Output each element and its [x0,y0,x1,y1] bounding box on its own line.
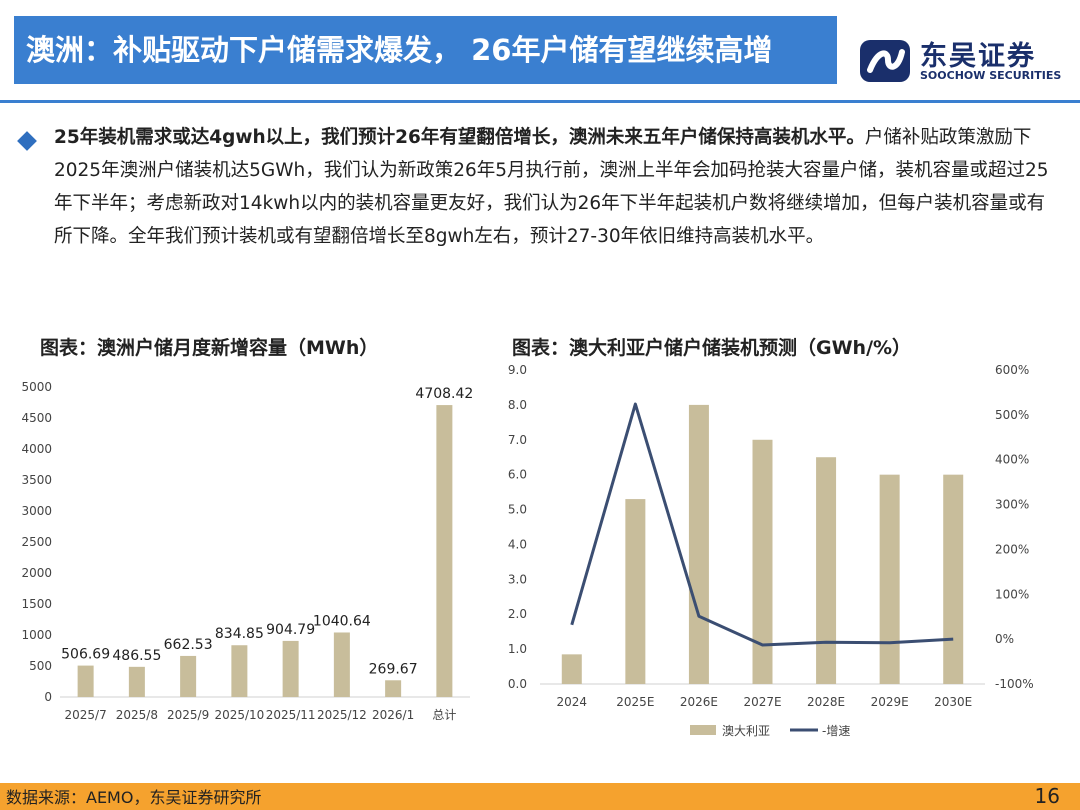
y-tick-label: 500 [29,659,52,673]
left-y-tick-label: 2.0 [508,607,527,621]
bar [128,666,145,697]
logo-english-name: SOOCHOW SECURITIES [920,69,1062,82]
data-source: 数据来源：AEMO，东吴证券研究所 [6,788,262,807]
x-tick-label: 总计 [432,708,456,722]
data-label: 1040.64 [313,613,371,629]
right-y-tick-label: 200% [995,542,1029,556]
growth-line [570,402,954,647]
bar [231,645,248,697]
bar [879,474,900,684]
summary-detail: 户储补贴政策激励下2025年澳洲户储装机达5GWh，我们认为新政策26年5月执行… [54,127,1049,247]
left-y-tick-label: 3.0 [508,572,527,586]
x-tick-label: 2025/7 [65,708,107,722]
bar [816,457,837,684]
x-tick-label: 2026/1 [372,708,414,722]
x-tick-label: 2028E [807,695,845,709]
footer-bar [0,783,1080,810]
bar [943,474,964,684]
x-tick-label: 2026E [680,695,718,709]
data-label: 904.79 [266,622,315,638]
bar [77,665,94,697]
company-logo: 东吴证券 SOOCHOW SECURITIES [858,36,1062,86]
x-tick-label: 2025/12 [317,708,367,722]
y-tick-label: 2000 [21,566,52,580]
x-tick-label: 2029E [871,695,909,709]
y-tick-label: 5000 [21,380,52,394]
chart1-title: 图表：澳洲户储月度新增容量（MWh） [40,337,379,359]
bar [625,499,646,684]
data-label: 662.53 [164,637,213,653]
page-title: 澳洲：补贴驱动下户储需求爆发， 26年户储有望继续高增 [14,16,837,84]
monthly-capacity-chart: 0 500 1000 1500 2000 2500 3000 3500 4000 4500 5000… [21,380,473,722]
data-label: 486.55 [112,648,161,664]
right-y-tick-label: 400% [995,453,1029,467]
x-tick-label: 2025E [616,695,654,709]
summary-paragraph: 25年装机需求或达4gwh以上，我们预计26年有望翻倍增长，澳洲未来五年户储保持… [54,121,1059,253]
summary-bold-lead: 25年装机需求或达4gwh以上，我们预计26年有望翻倍增长，澳洲未来五年户储保持… [54,127,865,148]
right-y-tick-label: 500% [995,408,1029,422]
left-y-tick-label: 6.0 [508,468,527,482]
left-y-tick-label: 4.0 [508,537,527,551]
right-y-tick-label: 600% [995,363,1029,377]
legend-bar-label: 澳大利亚 [722,724,770,738]
y-tick-label: 3000 [21,504,52,518]
x-tick-label: 2024 [557,695,588,709]
left-y-tick-label: 8.0 [508,398,527,412]
bar [436,405,453,697]
bar [752,439,773,684]
y-tick-label: 0 [44,690,52,704]
bar [180,655,197,697]
x-tick-label: 2025/9 [167,708,209,722]
bar [688,404,709,684]
data-label: 269.67 [369,661,418,677]
y-tick-label: 2500 [21,535,52,549]
data-label: 506.69 [61,647,110,663]
soochow-logo-icon [860,40,910,82]
page-number: 16 [1034,784,1060,808]
left-y-tick-label: 1.0 [508,642,527,656]
data-label: 834.85 [215,626,264,642]
forecast-chart: 0.0 1.0 2.0 3.0 4.0 5.0 6.0 7.0 8.0 9.0 -100% 0% 100… [508,363,1034,738]
x-tick-label: 2030E [934,695,972,709]
right-y-tick-label: -100% [995,677,1034,691]
y-tick-label: 1000 [21,628,52,642]
bar [282,640,299,697]
y-tick-label: 3500 [21,473,52,487]
right-y-tick-label: 300% [995,498,1029,512]
right-y-tick-label: 100% [995,587,1029,601]
legend-bar-swatch [690,725,716,735]
left-y-tick-label: 5.0 [508,503,527,517]
bar [333,632,350,697]
bar [385,680,402,697]
header-divider [0,100,1080,103]
left-y-tick-label: 9.0 [508,363,527,377]
y-tick-label: 1500 [21,597,52,611]
y-tick-label: 4500 [21,411,52,425]
x-tick-label: 2025/11 [266,708,316,722]
logo-chinese-name: 东吴证券 [920,41,1036,72]
legend-line-label: -增速 [822,724,850,738]
x-tick-label: 2027E [743,695,781,709]
y-tick-label: 4000 [21,442,52,456]
chart2-title: 图表：澳大利亚户储户储装机预测（GWh/%） [512,337,912,359]
data-label: 4708.42 [415,386,473,402]
bar [561,654,582,684]
left-y-tick-label: 0.0 [508,677,527,691]
x-tick-label: 2025/8 [116,708,158,722]
right-y-tick-label: 0% [995,632,1014,646]
x-tick-label: 2025/10 [214,708,264,722]
diamond-bullet-icon [17,131,37,151]
left-y-tick-label: 7.0 [508,433,527,447]
